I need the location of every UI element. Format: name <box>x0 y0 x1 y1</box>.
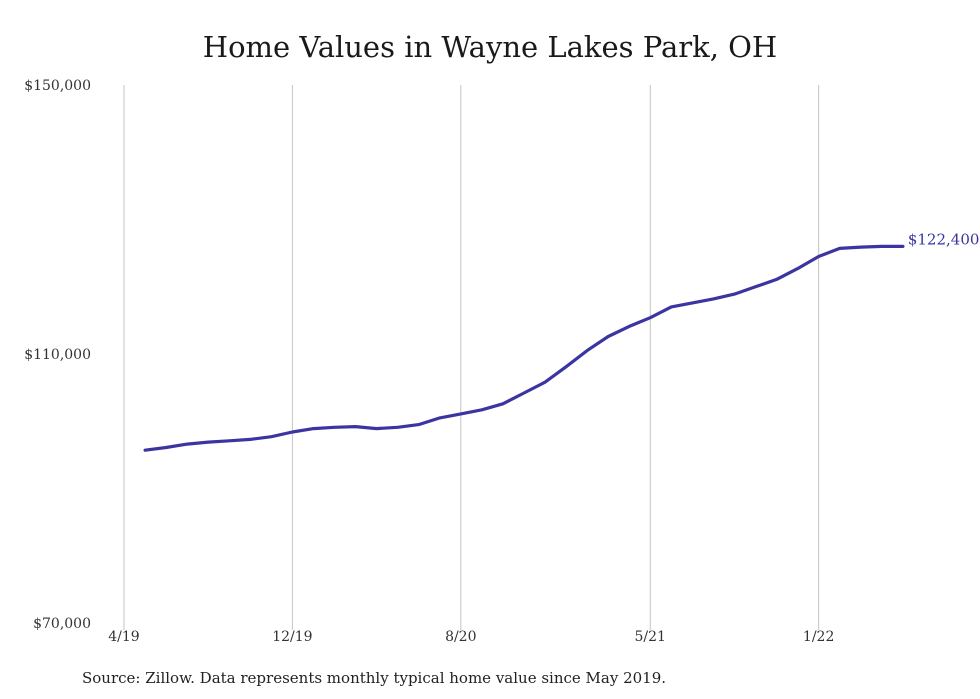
source-note: Source: Zillow. Data represents monthly … <box>82 669 667 687</box>
y-tick-label: $110,000 <box>24 347 91 363</box>
grid-layer <box>123 85 820 630</box>
series-layer: $122,400 <box>143 230 980 452</box>
x-tick-label: 12/19 <box>272 629 312 645</box>
x-tick-label: 8/20 <box>445 629 476 645</box>
end-value-label: $122,400 <box>908 230 980 248</box>
y-tick-label: $70,000 <box>33 616 91 632</box>
chart-title: Home Values in Wayne Lakes Park, OH <box>202 30 778 64</box>
x-tick-label: 1/22 <box>803 629 834 645</box>
series-line <box>143 244 905 452</box>
y-axis-ticks: $70,000 $110,000 $150,000 <box>24 78 91 632</box>
x-axis-ticks: 4/19 12/19 8/20 5/21 1/22 <box>108 629 834 645</box>
x-tick-label: 4/19 <box>108 629 139 645</box>
y-tick-label: $150,000 <box>24 78 91 94</box>
x-tick-label: 5/21 <box>635 629 666 645</box>
